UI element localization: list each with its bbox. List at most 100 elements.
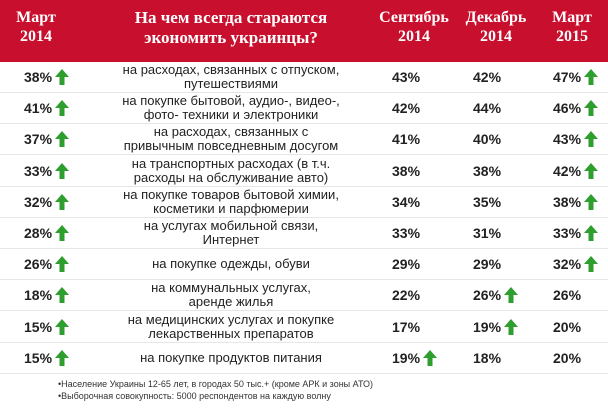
category-line: на расходах, связанных с отпуском,	[122, 62, 340, 77]
green-up-arrow-icon	[55, 349, 70, 366]
value-text: 38%	[473, 162, 502, 179]
table-row: 18% 22% 26% 26% на коммунальных услугах, арен…	[0, 280, 608, 312]
cell-september-2014: 43%	[392, 62, 420, 92]
savings-category: на расходах, связанных с отпуском, путеше…	[95, 62, 367, 92]
value-text: 35%	[473, 193, 502, 210]
value-text: 44%	[473, 100, 502, 117]
category-line: на транспортных расходах (в т.ч.	[131, 155, 331, 171]
value-text: 15%	[24, 318, 53, 335]
header-december-2014: Декабрь 2014	[456, 8, 536, 46]
value-text: 22%	[392, 287, 421, 304]
green-up-arrow-icon	[55, 100, 70, 117]
green-up-arrow-icon	[584, 131, 599, 148]
table-row: 38% 43% 42% 47% на расходах, связанных с отп…	[0, 62, 608, 93]
savings-category: на покупке одежды, обуви	[95, 249, 367, 279]
value-text: 19%	[473, 318, 502, 335]
green-up-arrow-icon	[55, 225, 70, 241]
category-line: на покупке одежды, обуви	[152, 256, 310, 272]
green-up-arrow-icon	[584, 162, 599, 179]
value-text: 26%	[553, 287, 582, 304]
table-row: 33% 38% 38% 42% на транспортных расходах (в …	[0, 156, 608, 187]
green-up-arrow-icon	[504, 318, 519, 335]
table-row: 15% 17% 19% 20% на медицинских услугах и пок…	[0, 312, 608, 343]
green-up-arrow-icon	[55, 69, 70, 85]
cell-september-2014: 42%	[392, 93, 420, 123]
cell-march-2014: 38%	[24, 62, 70, 92]
table-row: 37% 41% 40% 43% на расходах, связанных с прив…	[0, 124, 608, 156]
category-line: фото- техники и электроники	[143, 107, 319, 123]
cell-september-2014: 34%	[392, 187, 420, 217]
value-text: 17%	[392, 318, 421, 335]
value-text: 38%	[553, 193, 582, 210]
category-line: лекарственных препаратов	[148, 325, 314, 341]
value-text: 28%	[24, 225, 53, 241]
green-up-arrow-icon	[55, 256, 70, 273]
cell-december-2014: 38%	[473, 156, 501, 186]
category-line: на покупке бытовой, аудио-, видео-,	[122, 93, 340, 109]
green-up-arrow-icon	[584, 69, 599, 85]
cell-september-2014: 41%	[392, 124, 420, 154]
cell-march-2015: 33%	[553, 218, 599, 248]
header-question-line2: экономить украинцы?	[144, 28, 318, 47]
savings-category: на покупке продуктов питания	[95, 343, 367, 373]
value-text: 20%	[553, 349, 582, 366]
savings-category: на медицинских услугах и покупке лекарств…	[95, 312, 367, 342]
footnote-population: •Население Украины 12-65 лет, в городах …	[58, 379, 374, 389]
cell-december-2014: 44%	[473, 93, 501, 123]
category-line: косметики и парфюмерии	[153, 200, 309, 216]
header-col3-line1: Сентябрь	[379, 9, 449, 26]
header-col1-line2: 2014	[20, 28, 52, 45]
cell-march-2015: 20%	[553, 343, 581, 373]
cell-december-2014: 42%	[473, 62, 501, 92]
value-text: 38%	[24, 69, 53, 85]
green-up-arrow-icon	[504, 287, 519, 304]
category-line: на покупке товаров бытовой химии,	[123, 186, 339, 202]
value-text: 15%	[24, 349, 53, 366]
table-row: 41% 42% 44% 46% на покупке бытовой, аудио-, …	[0, 93, 608, 125]
savings-category: на покупке товаров бытовой химии, космети…	[95, 187, 367, 217]
savings-category: на коммунальных услугах, аренде жилья	[95, 280, 367, 310]
value-text: 33%	[24, 162, 53, 179]
category-line: привычным повседневным досугом	[123, 138, 339, 154]
savings-category: на услугах мобильной связи, Интернет	[95, 218, 367, 248]
green-up-arrow-icon	[55, 162, 70, 179]
category-line: на услугах мобильной связи,	[143, 218, 319, 233]
value-text: 19%	[392, 349, 421, 366]
value-text: 38%	[392, 162, 421, 179]
cell-september-2014: 19%	[392, 343, 438, 373]
savings-category: на расходах, связанных с привычным повсед…	[95, 124, 367, 154]
header-col4-line2: 2014	[480, 28, 512, 45]
value-text: 41%	[392, 131, 421, 148]
category-line: аренде жилья	[188, 294, 274, 310]
cell-march-2015: 32%	[553, 249, 599, 279]
cell-december-2014: 26%	[473, 280, 519, 310]
header-question: На чем всегда стараются экономить украин…	[100, 8, 362, 48]
green-up-arrow-icon	[584, 256, 599, 273]
green-up-arrow-icon	[55, 193, 70, 210]
green-up-arrow-icon	[55, 287, 70, 304]
value-text: 18%	[24, 287, 53, 304]
cell-september-2014: 22%	[392, 280, 420, 310]
cell-september-2014: 38%	[392, 156, 420, 186]
cell-march-2015: 47%	[553, 62, 599, 92]
footnote-sample: •Выборочная совокупность: 5000 респонден…	[58, 391, 331, 401]
cell-march-2014: 33%	[24, 156, 70, 186]
value-text: 46%	[553, 100, 582, 117]
cell-september-2014: 33%	[392, 218, 420, 248]
header-march-2014: Март 2014	[6, 8, 66, 46]
green-up-arrow-icon	[584, 225, 599, 241]
cell-march-2014: 28%	[24, 218, 70, 248]
green-up-arrow-icon	[55, 131, 70, 148]
category-line: на медицинских услугах и покупке	[127, 311, 335, 327]
table-row: 32% 34% 35% 38% на покупке товаров бытовой х…	[0, 187, 608, 218]
header-col5-line1: Март	[552, 9, 592, 26]
header-col4-line1: Декабрь	[465, 9, 527, 26]
category-line: расходы на обслуживание авто)	[133, 169, 329, 185]
value-text: 29%	[392, 256, 421, 273]
header-col3-line2: 2014	[398, 28, 430, 45]
green-up-arrow-icon	[55, 318, 70, 335]
value-text: 40%	[473, 131, 502, 148]
category-line: путешествиями	[183, 76, 279, 91]
table-row: 15% 19% 18% 20% на покупке продуктов питания	[0, 343, 608, 374]
table-header: Март 2014 На чем всегда стараются эконом…	[0, 0, 608, 62]
